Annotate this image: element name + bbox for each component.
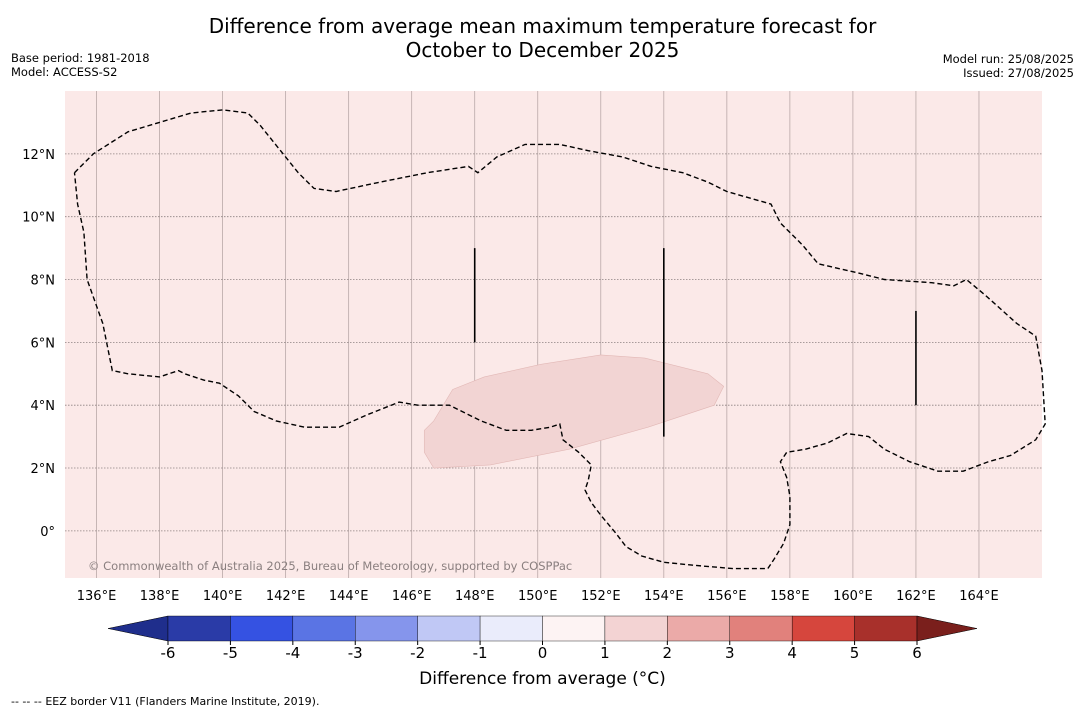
longitude-tick-label: 138°E — [140, 589, 180, 604]
colorbar-bin — [417, 615, 481, 642]
longitude-tick-label: 152°E — [581, 589, 621, 604]
colorbar-tick-label: -4 — [285, 644, 300, 662]
right-metadata: Model run: 25/08/2025 Issued: 27/08/2025 — [943, 52, 1074, 80]
map-title: Difference from average mean maximum tem… — [0, 14, 1085, 62]
longitude-tick-label: 164°E — [959, 589, 999, 604]
title-line-1: Difference from average mean maximum tem… — [208, 14, 877, 38]
latitude-tick-label: 10°N — [22, 211, 55, 226]
colorbar-bin — [604, 615, 668, 642]
longitude-tick-label: 146°E — [392, 589, 432, 604]
longitude-tick-label: 158°E — [770, 589, 810, 604]
graticule — [65, 91, 1042, 578]
colorbar-bin — [292, 615, 356, 642]
colorbar-bin — [791, 615, 855, 642]
map-background — [65, 91, 1042, 578]
colorbar-tick-label: 1 — [600, 644, 610, 662]
longitude-tick-label: 140°E — [203, 589, 243, 604]
colorbar: -6 -5 -4 -3 -2 -1 0 1 2 3 4 5 6 — [107, 615, 978, 662]
colorbar-bin — [542, 615, 606, 642]
colorbar-bin — [667, 615, 730, 642]
colorbar-tick-label: -2 — [410, 644, 425, 662]
eez-dashed-line — [73, 109, 1046, 570]
model-run-text: Model run: 25/08/2025 — [942, 52, 1074, 66]
longitude-axis: 136°E 138°E 140°E 142°E 144°E 146°E 148°E 150°E… — [77, 589, 999, 604]
colorbar-tick-label: 4 — [787, 644, 797, 662]
latitude-tick-label: 0° — [40, 525, 55, 540]
colorbar-title: Difference from average (°C) — [419, 669, 666, 689]
eez-legend-text: EEZ border V11 (Flanders Marine Institut… — [45, 695, 320, 708]
latitude-tick-label: 8°N — [31, 274, 56, 289]
longitude-tick-label: 162°E — [896, 589, 936, 604]
latitude-tick-label: 12°N — [22, 148, 55, 163]
colorbar-bin — [230, 615, 294, 642]
longitude-tick-label: 150°E — [518, 589, 558, 604]
left-metadata: Base period: 1981-2018 Model: ACCESS-S2 — [11, 51, 150, 79]
longitude-tick-label: 160°E — [833, 589, 873, 604]
colorbar-tick-label: 6 — [912, 644, 922, 662]
latitude-tick-label: 6°N — [31, 336, 56, 351]
colorbar-tick-label: -5 — [223, 644, 238, 662]
colorbar-max-extension — [916, 615, 978, 642]
longitude-tick-label: 144°E — [329, 589, 369, 604]
copyright-text: © Commonwealth of Australia 2025, Bureau… — [88, 559, 572, 573]
issued-text: Issued: 27/08/2025 — [963, 66, 1074, 80]
colorbar-tick-label: 0 — [538, 644, 548, 662]
latitude-tick-label: 2°N — [31, 462, 56, 477]
colorbar-tick-label: -3 — [348, 644, 363, 662]
anomaly-region-1-to-2 — [423, 354, 725, 469]
colorbar-min-extension — [107, 615, 169, 642]
longitude-tick-label: 148°E — [455, 589, 495, 604]
model-text: Model: ACCESS-S2 — [11, 65, 118, 79]
latitude-tick-label: 4°N — [31, 399, 56, 414]
colorbar-tick-label: -6 — [161, 644, 176, 662]
longitude-tick-label: 156°E — [707, 589, 747, 604]
colorbar-tick-label: 3 — [725, 644, 735, 662]
base-period-text: Base period: 1981-2018 — [11, 51, 150, 65]
title-line-2: October to December 2025 — [405, 38, 680, 62]
longitude-tick-label: 136°E — [77, 589, 117, 604]
colorbar-bin — [355, 615, 418, 642]
longitude-tick-label: 142°E — [266, 589, 306, 604]
colorbar-bin — [167, 615, 231, 642]
colorbar-bin — [479, 615, 543, 642]
eez-legend-dash: -- -- -- — [11, 695, 42, 708]
colorbar-tick-label: -1 — [473, 644, 488, 662]
colorbar-tick-label: 2 — [663, 644, 673, 662]
eez-boundary — [73, 109, 1046, 570]
colorbar-bin — [729, 615, 793, 642]
longitude-tick-label: 154°E — [644, 589, 684, 604]
latitude-axis: 12°N 10°N 8°N 6°N 4°N 2°N 0° — [22, 148, 55, 540]
footer-note: -- -- -- EEZ border V11 (Flanders Marine… — [11, 695, 319, 708]
colorbar-tick-label: 5 — [850, 644, 860, 662]
colorbar-bin — [854, 615, 918, 642]
